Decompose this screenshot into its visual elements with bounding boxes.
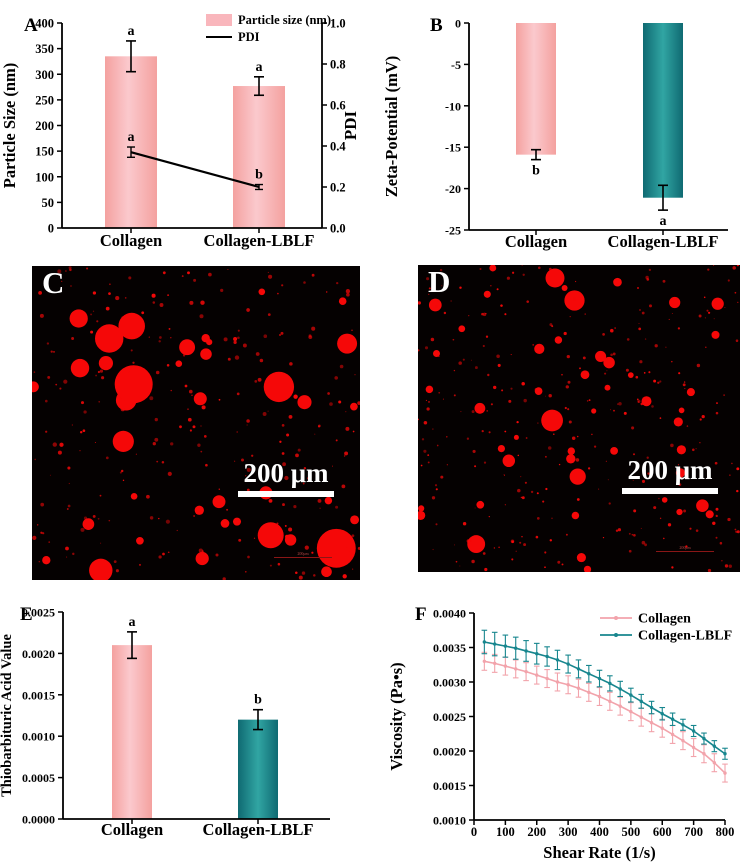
svg-text:100: 100: [496, 825, 515, 839]
panel-c-embedded-scale: 200μm: [274, 552, 332, 558]
svg-text:Collagen: Collagen: [100, 231, 162, 250]
svg-text:0.4: 0.4: [330, 140, 346, 154]
svg-text:0.0020: 0.0020: [433, 745, 466, 759]
svg-text:800: 800: [716, 825, 735, 839]
svg-text:0.0010: 0.0010: [433, 814, 466, 828]
panel-d-embedded-scale-line: [656, 551, 714, 552]
panel-d-embedded-scale-text: 200μm: [679, 545, 691, 550]
svg-text:-15: -15: [445, 141, 461, 155]
svg-text:b: b: [254, 693, 262, 708]
svg-text:0.0035: 0.0035: [433, 641, 466, 655]
svg-text:0.0015: 0.0015: [22, 688, 55, 702]
svg-text:0.0020: 0.0020: [22, 647, 55, 661]
panel-d-scalebar-text: 200 μm: [627, 455, 713, 485]
svg-text:0.0030: 0.0030: [433, 676, 466, 690]
svg-text:Collagen-LBLF: Collagen-LBLF: [638, 629, 732, 644]
svg-text:300: 300: [559, 825, 578, 839]
svg-text:-5: -5: [451, 58, 461, 72]
svg-text:Collagen: Collagen: [101, 820, 163, 839]
svg-text:a: a: [128, 130, 135, 145]
svg-text:a: a: [660, 214, 667, 229]
svg-text:Viscosity (Pa•s): Viscosity (Pa•s): [387, 662, 406, 770]
svg-text:a: a: [256, 60, 263, 75]
svg-text:0.0005: 0.0005: [22, 771, 55, 785]
panel-d-scalebar-line: [622, 488, 718, 494]
svg-text:0: 0: [48, 222, 54, 236]
svg-text:0.8: 0.8: [330, 58, 346, 72]
svg-text:350: 350: [35, 42, 54, 56]
svg-text:0.0025: 0.0025: [22, 606, 55, 620]
svg-text:600: 600: [653, 825, 672, 839]
panel-c-scalebar-text: 200 μm: [243, 458, 329, 488]
svg-text:500: 500: [622, 825, 641, 839]
svg-text:B: B: [430, 15, 443, 36]
svg-text:PDI: PDI: [238, 30, 260, 44]
svg-text:Collagen: Collagen: [638, 612, 691, 627]
panel-c-micrograph: C 200 μm 200μm: [32, 265, 360, 580]
svg-text:700: 700: [684, 825, 703, 839]
svg-text:0: 0: [455, 17, 461, 31]
svg-text:150: 150: [35, 145, 54, 159]
svg-text:0: 0: [471, 825, 477, 839]
svg-text:300: 300: [35, 68, 54, 82]
svg-text:0.0000: 0.0000: [22, 813, 55, 827]
svg-text:-10: -10: [445, 99, 461, 113]
panel-c-droplets-image: [32, 266, 360, 580]
svg-text:a: a: [129, 615, 136, 630]
svg-text:0.0010: 0.0010: [22, 730, 55, 744]
svg-text:400: 400: [35, 17, 54, 31]
svg-text:F: F: [415, 604, 427, 625]
panel-c-scalebar-line: [238, 491, 334, 497]
svg-text:400: 400: [590, 825, 609, 839]
svg-text:Particle size (nm): Particle size (nm): [238, 13, 331, 27]
panel-d-micrograph: D 200 μm 200μm: [418, 264, 740, 572]
panel-c-scalebar: 200 μm: [238, 458, 334, 497]
svg-text:200: 200: [527, 825, 546, 839]
svg-text:0.6: 0.6: [330, 99, 346, 113]
panel-f-viscosity-chart: 0.0010 0.0015 0.0020 0.0025 0.0030 0.0035 0.00…: [387, 604, 735, 862]
panel-c-label: C: [42, 265, 65, 300]
panel-c-embedded-scale-line: [274, 557, 332, 558]
svg-text:Particle Size (nm): Particle Size (nm): [0, 63, 19, 189]
svg-text:A: A: [24, 15, 38, 36]
svg-text:Shear Rate (1/s): Shear Rate (1/s): [543, 843, 655, 862]
svg-text:Collagen-LBLF: Collagen-LBLF: [204, 231, 315, 250]
svg-text:50: 50: [42, 196, 55, 210]
panel-e-tba-value-chart: a Collagen b Collagen-LBLF 0.0000 0.0005 0.001…: [0, 604, 330, 839]
svg-text:0.2: 0.2: [330, 181, 346, 195]
panel-b-zeta-potential-chart: b Collagen a Collagen-LBLF -25 -20 -15 -10 -5 0 Ze…: [382, 15, 728, 251]
svg-text:b: b: [532, 164, 540, 179]
svg-text:PDI: PDI: [341, 110, 360, 140]
svg-text:Zeta-Potential (mV): Zeta-Potential (mV): [382, 56, 401, 198]
panel-d-label: D: [428, 264, 451, 299]
svg-text:200: 200: [35, 119, 54, 133]
svg-text:Thiobarbituric Acid Value: Thiobarbituric Acid Value: [0, 634, 15, 797]
svg-text:0.0015: 0.0015: [433, 779, 466, 793]
svg-text:Collagen-LBLF: Collagen-LBLF: [608, 232, 719, 251]
svg-text:100: 100: [35, 170, 54, 184]
svg-text:-20: -20: [445, 182, 461, 196]
svg-text:250: 250: [35, 93, 54, 107]
svg-text:b: b: [255, 168, 263, 183]
svg-text:E: E: [20, 604, 33, 625]
svg-text:0.0040: 0.0040: [433, 607, 466, 621]
panel-c-embedded-scale-text: 200μm: [297, 551, 309, 556]
svg-text:1.0: 1.0: [330, 17, 346, 31]
svg-text:Collagen: Collagen: [505, 232, 567, 251]
svg-text:0.0: 0.0: [330, 222, 346, 236]
panel-d-droplets-image: [418, 265, 740, 572]
svg-text:Collagen-LBLF: Collagen-LBLF: [203, 820, 314, 839]
svg-text:0.0025: 0.0025: [433, 710, 466, 724]
panel-a-particle-size-pdi-chart: a Collagen a Collagen-LBLF a b 0 50 100 150 200 250…: [0, 13, 360, 250]
svg-text:-25: -25: [445, 224, 461, 238]
panel-d-embedded-scale: 200μm: [656, 546, 714, 552]
panel-d-scalebar: 200 μm: [622, 455, 718, 494]
svg-text:a: a: [128, 24, 135, 39]
